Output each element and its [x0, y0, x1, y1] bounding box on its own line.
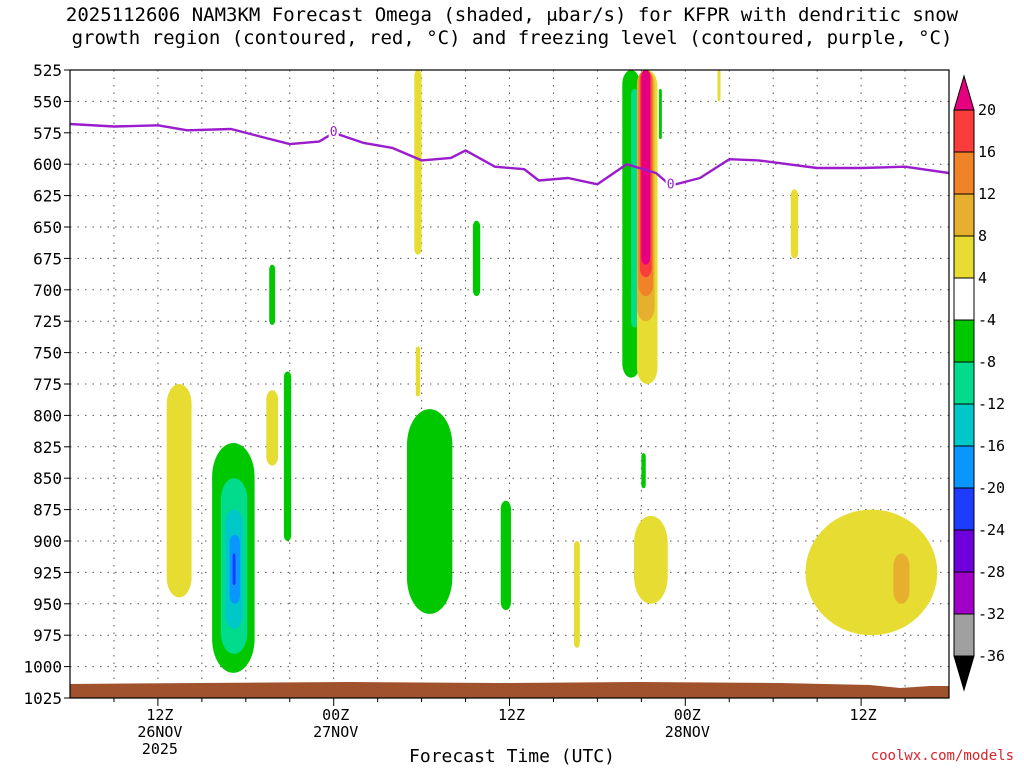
omega-area: [641, 70, 651, 265]
colorbar-segment: [953, 487, 975, 531]
y-tick-label: 750: [33, 344, 62, 363]
y-tick-label: 900: [33, 532, 62, 551]
freezing-level-label: 0: [667, 178, 675, 193]
colorbar-segment: [953, 277, 975, 321]
x-tick-label: 26NOV: [137, 723, 182, 741]
colorbar-segment: [953, 445, 975, 489]
freezing-label-bg: [665, 176, 676, 191]
colorbar-label: -28: [978, 563, 1005, 581]
omega-area: [406, 409, 453, 614]
omega-shading: [166, 70, 938, 673]
freezing-level-line: [70, 122, 949, 187]
omega-area: [790, 189, 799, 259]
colorbar-label: 8: [978, 227, 987, 245]
omega-area: [166, 384, 192, 598]
omega-area: [415, 346, 421, 397]
y-tick-label: 850: [33, 469, 62, 488]
colorbar-segment: [953, 361, 975, 405]
omega-area: [283, 371, 292, 541]
omega-area: [631, 88, 639, 328]
chart-title-line1: 2025112606 NAM3KM Forecast Omega (shaded…: [65, 4, 959, 26]
chart-title: 2025112606 NAM3KM Forecast Omega (shaded…: [0, 4, 1024, 50]
colorbar: -36 -32 -28 -24 -20 -16 -12 -8 -4 4 8 12 16 20: [953, 74, 1005, 692]
colorbar-label: -8: [978, 353, 996, 371]
y-tick-label: 950: [33, 595, 62, 614]
colorbar-segment: [953, 403, 975, 447]
x-tick-label: 2025: [142, 740, 178, 758]
omega-area: [658, 88, 662, 140]
colorbar-segment: [953, 529, 975, 573]
y-tick-label: 775: [33, 375, 62, 394]
y-tick-label: 625: [33, 187, 62, 206]
omega-area: [232, 553, 236, 585]
colorbar-label: 16: [978, 143, 996, 161]
x-tick-label: 27NOV: [313, 723, 358, 741]
colorbar-segment: [953, 613, 975, 657]
y-tick-label: 925: [33, 563, 62, 582]
colorbar-bottom-triangle: [953, 655, 975, 692]
colorbar-label: 12: [978, 185, 996, 203]
y-tick-label: 550: [33, 92, 62, 111]
omega-area: [641, 453, 646, 489]
omega-area: [893, 553, 910, 604]
y-tick-label: 600: [33, 155, 62, 174]
x-axis-title: Forecast Time (UTC): [409, 746, 615, 767]
y-tick-label: 575: [33, 124, 62, 143]
y-tick-label: 800: [33, 406, 62, 425]
y-tick-label: 1025: [23, 689, 62, 708]
y-tick-label: 525: [33, 61, 62, 80]
colorbar-label: -12: [978, 395, 1005, 413]
colorbar-label: -4: [978, 311, 996, 329]
y-tick-label: 825: [33, 438, 62, 457]
colorbar-label: 20: [978, 101, 996, 119]
x-tick-label: 28NOV: [665, 723, 710, 741]
colorbar-top-triangle: [953, 74, 975, 111]
freezing-level: 00: [70, 122, 949, 193]
freezing-label-bg: [328, 123, 339, 138]
y-tick-label: 875: [33, 501, 62, 520]
colorbar-label: 4: [978, 269, 987, 287]
omega-area: [805, 509, 938, 636]
x-tick-label: 12Z: [498, 706, 525, 724]
colorbar-segment: [953, 235, 975, 279]
omega-area: [500, 500, 511, 611]
omega-area: [717, 70, 721, 102]
freezing-level-label: 0: [330, 125, 338, 140]
colorbar-segment: [953, 319, 975, 363]
colorbar-segment: [953, 571, 975, 615]
terrain-fill: [70, 682, 949, 698]
y-tick-label: 650: [33, 218, 62, 237]
colorbar-segment: [953, 151, 975, 195]
omega-area: [634, 515, 668, 604]
omega-area: [414, 70, 422, 255]
credit-text: coolwx.com/models: [870, 748, 1014, 764]
x-tick-label: 12Z: [146, 706, 173, 724]
x-tick-label: 12Z: [850, 706, 877, 724]
colorbar-label: -20: [978, 479, 1005, 497]
omega-area: [573, 541, 580, 648]
omega-area: [266, 390, 279, 466]
x-tick-label: 00Z: [322, 706, 349, 724]
colorbar-label: -16: [978, 437, 1005, 455]
colorbar-segment: [953, 109, 975, 153]
y-tick-label: 675: [33, 249, 62, 268]
y-tick-label: 700: [33, 281, 62, 300]
y-tick-label: 975: [33, 626, 62, 645]
chart-title-line2: growth region (contoured, red, °C) and f…: [71, 27, 953, 49]
terrain: [70, 682, 949, 698]
colorbar-label: -36: [978, 647, 1005, 665]
omega-area: [472, 220, 481, 297]
y-axis: 525 550 575 600 625 650 675 700 725 750 775 800 825 8…: [23, 61, 70, 708]
x-tick-label: 00Z: [674, 706, 701, 724]
omega-area: [269, 264, 276, 325]
y-tick-label: 1000: [23, 658, 62, 677]
y-tick-label: 725: [33, 312, 62, 331]
colorbar-label: -24: [978, 521, 1005, 539]
colorbar-segment: [953, 193, 975, 237]
colorbar-label: -32: [978, 605, 1005, 623]
